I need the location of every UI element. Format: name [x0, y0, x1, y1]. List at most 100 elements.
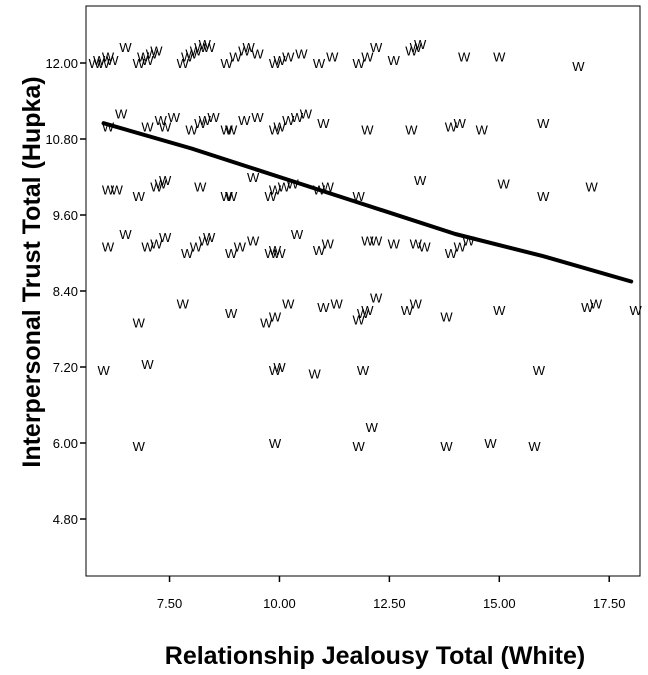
data-point: W	[137, 50, 150, 65]
data-point: W	[300, 107, 313, 122]
data-point: W	[282, 297, 295, 312]
data-point: W	[352, 439, 365, 454]
data-point: W	[203, 40, 216, 55]
data-point: W	[251, 47, 264, 62]
data-point: W	[454, 116, 467, 131]
data-point: W	[458, 50, 471, 65]
y-tick-label: 4.80	[53, 512, 78, 527]
data-point: W	[181, 246, 194, 261]
data-point: W	[269, 243, 282, 258]
data-point: W	[317, 300, 330, 315]
data-point: W	[366, 420, 379, 435]
data-point: W	[247, 233, 260, 248]
y-axis-title: Interpersonal Trust Total (Hupka)	[18, 76, 46, 467]
data-point: W	[410, 297, 423, 312]
data-point: W	[97, 56, 110, 71]
data-point: W	[229, 50, 242, 65]
data-point: W	[273, 246, 286, 261]
data-point: W	[388, 237, 401, 252]
data-point: W	[251, 110, 264, 125]
data-point: W	[89, 56, 102, 71]
y-tick-label: 8.40	[53, 284, 78, 299]
data-point: W	[493, 50, 506, 65]
data-point: W	[269, 123, 282, 138]
data-point: W	[269, 183, 282, 198]
data-point: W	[357, 363, 370, 378]
data-point: W	[225, 306, 238, 321]
data-point: W	[581, 300, 594, 315]
data-point: W	[119, 40, 132, 55]
data-point: W	[225, 189, 238, 204]
data-point: W	[313, 243, 326, 258]
data-point: W	[317, 116, 330, 131]
data-point: W	[388, 53, 401, 68]
plot-frame	[85, 5, 641, 577]
data-point: W	[352, 56, 365, 71]
data-point: W	[106, 53, 119, 68]
data-point: W	[326, 50, 339, 65]
data-point: W	[269, 309, 282, 324]
data-point: W	[357, 306, 370, 321]
x-tick-label: 12.50	[373, 596, 406, 611]
data-point: W	[247, 170, 260, 185]
data-point: W	[445, 119, 458, 134]
data-point: W	[269, 363, 282, 378]
data-point: W	[454, 240, 467, 255]
data-point: W	[370, 233, 383, 248]
data-point: W	[440, 309, 453, 324]
data-point: W	[440, 439, 453, 454]
data-point: W	[291, 110, 304, 125]
fit-line	[101, 121, 634, 284]
data-point: W	[282, 50, 295, 65]
data-point: W	[629, 303, 642, 318]
data-point: W	[238, 113, 251, 128]
data-point: W	[102, 50, 115, 65]
data-point: W	[159, 119, 172, 134]
data-point: W	[308, 366, 321, 381]
data-point: W	[537, 116, 550, 131]
data-point: W	[361, 303, 374, 318]
data-point: W	[370, 290, 383, 305]
data-point: W	[199, 37, 212, 52]
data-point: W	[361, 50, 374, 65]
data-point: W	[155, 113, 168, 128]
data-point: W	[370, 40, 383, 55]
data-point: W	[185, 47, 198, 62]
data-point: W	[150, 43, 163, 58]
data-point: W	[225, 123, 238, 138]
data-point: W	[146, 47, 159, 62]
data-point: W	[207, 110, 220, 125]
data-point: W	[265, 246, 278, 261]
y-tick-label: 12.00	[45, 56, 78, 71]
x-tick-label: 7.50	[157, 596, 182, 611]
data-point: W	[133, 56, 146, 71]
data-point: W	[177, 297, 190, 312]
data-point: W	[265, 189, 278, 204]
y-tick-label: 9.60	[53, 208, 78, 223]
data-point: W	[590, 297, 603, 312]
data-point: W	[278, 180, 291, 195]
data-point: W	[572, 59, 585, 74]
data-point: W	[159, 173, 172, 188]
data-point: W	[141, 53, 154, 68]
data-point: W	[330, 297, 343, 312]
data-point: W	[405, 123, 418, 138]
data-point: W	[190, 240, 203, 255]
data-point: W	[273, 119, 286, 134]
data-point: W	[141, 357, 154, 372]
data-point: W	[102, 183, 115, 198]
data-point: W	[418, 240, 431, 255]
data-point: W	[133, 439, 146, 454]
data-point: W	[194, 40, 207, 55]
data-point: W	[269, 436, 282, 451]
data-point: W	[221, 56, 234, 71]
data-point: W	[199, 113, 212, 128]
data-point: W	[168, 110, 181, 125]
data-point: W	[119, 227, 132, 242]
data-point: W	[155, 176, 168, 191]
data-point: W	[484, 436, 497, 451]
data-point: W	[225, 246, 238, 261]
data-point: W	[405, 43, 418, 58]
data-point: W	[133, 189, 146, 204]
